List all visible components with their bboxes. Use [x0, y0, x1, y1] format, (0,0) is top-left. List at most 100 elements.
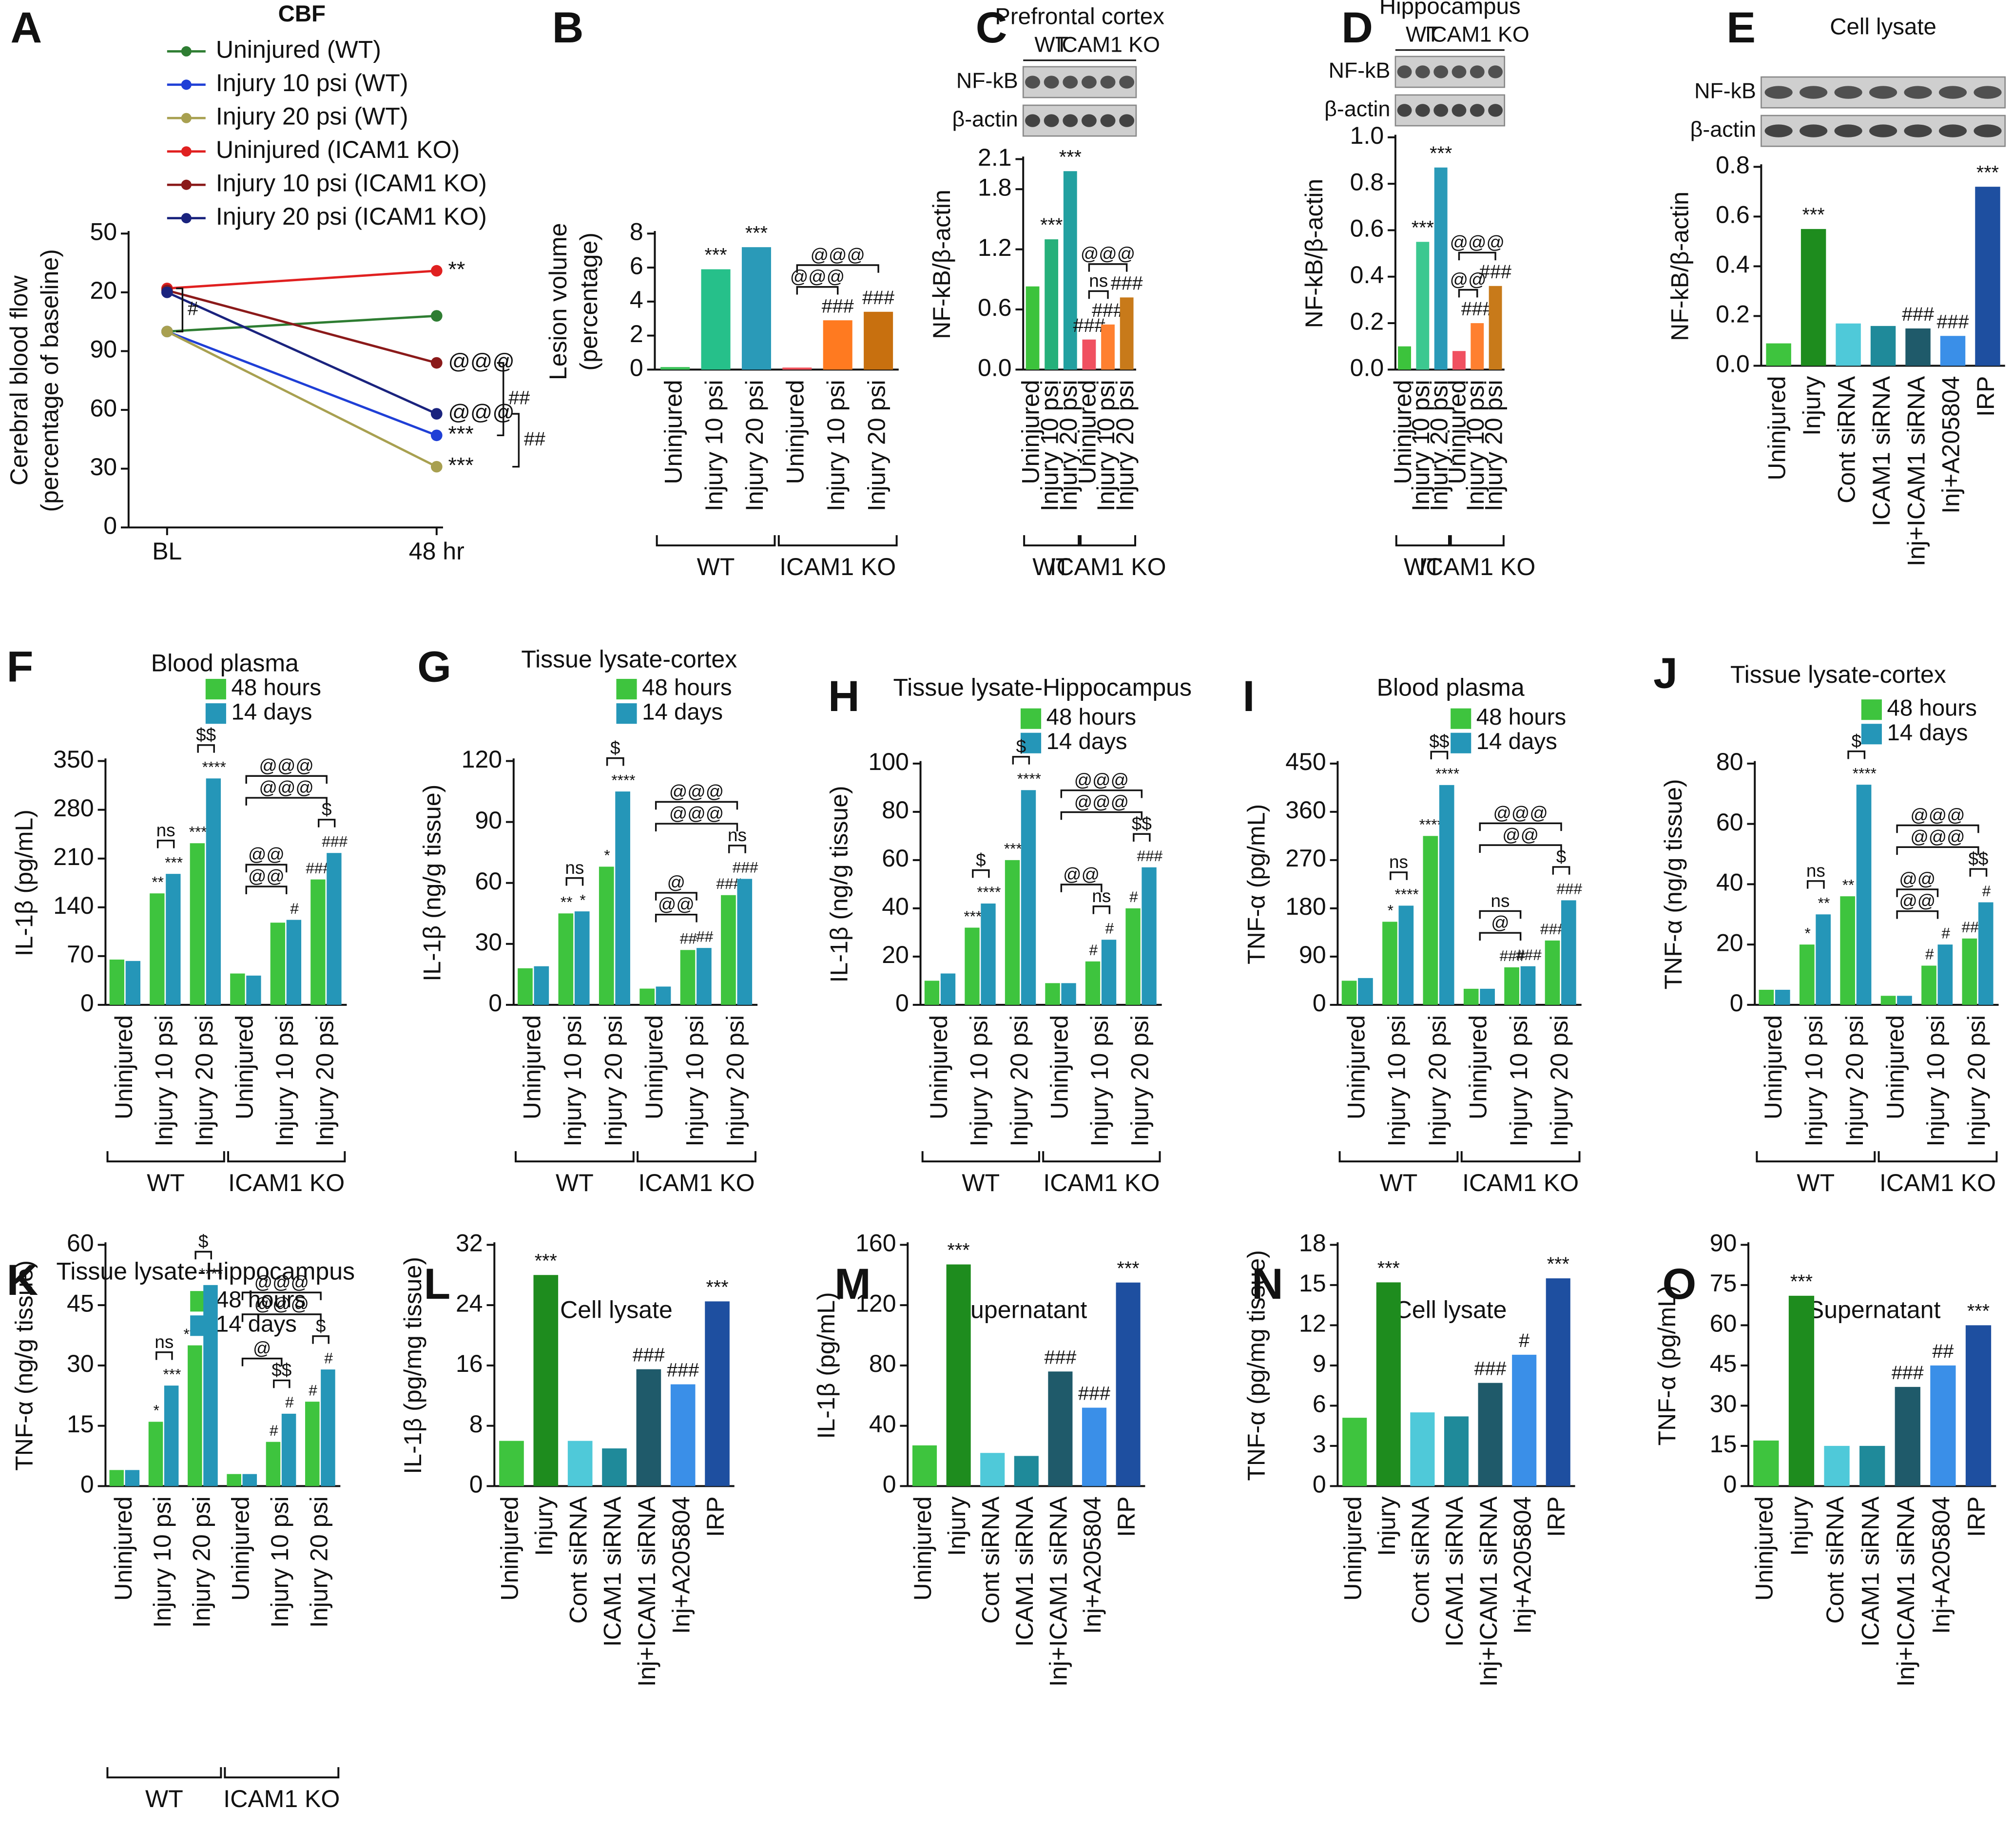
- bracket-label: $: [322, 799, 332, 819]
- x-tick-label: Injury 20 psi: [1111, 380, 1139, 511]
- bar: [1398, 346, 1411, 370]
- significance-label: #: [324, 1349, 333, 1367]
- blot-group: ICAM1 KO: [1056, 33, 1160, 57]
- bracket: [245, 886, 288, 894]
- significance-label: ###: [1902, 304, 1934, 325]
- significance-label: ***: [1059, 146, 1082, 168]
- legend-label: 48 hours: [1887, 695, 1976, 721]
- bar: [188, 1345, 202, 1486]
- blot-band: [1081, 76, 1097, 89]
- significance-label: ***: [448, 422, 474, 446]
- x-tick-label: Injury 20 psi: [600, 1015, 627, 1147]
- chart-title: Cell lysate: [560, 1296, 673, 1323]
- bar: [227, 1474, 241, 1486]
- bar: [1026, 286, 1040, 370]
- bracket: [194, 1251, 212, 1260]
- bracket-label: @@@: [1493, 803, 1548, 823]
- bar: [1082, 1407, 1107, 1486]
- x-tick-label: Injury 20 psi: [1963, 1015, 1990, 1147]
- group-label: ICAM1 KO: [1879, 1169, 1996, 1196]
- x-tick-label: Injury 10 psi: [681, 1015, 708, 1147]
- x-tick-label: Injury 20 psi: [188, 1496, 215, 1628]
- significance-label: ***: [706, 1276, 728, 1298]
- bar: [1546, 1278, 1570, 1486]
- y-tick-label: 6: [630, 252, 643, 279]
- bar: [1376, 1282, 1401, 1486]
- significance-label: ****: [1419, 816, 1443, 833]
- bar: [1520, 966, 1536, 1005]
- y-axis-label: IL-1β (ng/g tissue): [419, 785, 446, 982]
- bracket: [1479, 844, 1562, 853]
- bar: [1045, 239, 1059, 370]
- bracket: [1806, 880, 1825, 889]
- y-tick-label: 0: [488, 989, 502, 1017]
- bracket-label: @@: [248, 866, 285, 886]
- bracket-label: @@: [1899, 891, 1936, 911]
- y-tick-label: 0.6: [978, 294, 1012, 321]
- bracket-label: $: [610, 738, 620, 758]
- chart-title: Supernatant: [954, 1296, 1087, 1323]
- bracket: [1060, 811, 1143, 820]
- group-label: WT: [556, 1169, 594, 1196]
- y-tick-label: 12: [1299, 1310, 1326, 1337]
- bar: [1840, 896, 1856, 1005]
- bar: [912, 1445, 937, 1486]
- y-tick-label: 1.2: [978, 234, 1012, 261]
- y-tick-label: 6: [1313, 1390, 1326, 1418]
- y-tick-label: 0: [1313, 989, 1326, 1017]
- significance-label: ***: [165, 853, 183, 871]
- y-tick-label: 90: [1710, 1230, 1737, 1257]
- x-tick-label: Injury 10 psi: [149, 1496, 176, 1628]
- blot-band: [1415, 104, 1430, 117]
- x-tick-label: Injury 10 psi: [1800, 1015, 1828, 1147]
- bar: [701, 269, 731, 370]
- blot-row-label: NF-kB: [1329, 58, 1391, 82]
- x-tick-label: Injury: [943, 1496, 970, 1556]
- legend-label: 14 days: [1046, 729, 1127, 754]
- x-tick-label: Injury: [1373, 1496, 1400, 1556]
- data-point: [430, 429, 443, 442]
- bracket: [1430, 751, 1449, 760]
- y-tick-label: 3: [1313, 1430, 1326, 1458]
- bar: [270, 923, 286, 1005]
- bar: [981, 903, 996, 1005]
- bracket-label: @@@: [254, 1272, 309, 1292]
- y-tick-label: 0.8: [1716, 152, 1750, 179]
- significance-label: ###: [1892, 1362, 1924, 1384]
- legend-marker: [181, 179, 192, 190]
- bar: [1116, 1282, 1141, 1486]
- x-tick-label: Uninjured: [231, 1015, 258, 1119]
- bar: [1480, 988, 1495, 1005]
- x-tick-label: ICAM1 siRNA: [599, 1496, 626, 1647]
- y-tick-label: 75: [1710, 1270, 1737, 1297]
- x-tick-label: Injury 10 psi: [150, 1015, 177, 1147]
- significance-label: ***: [1004, 840, 1022, 857]
- significance-label: ##: [1932, 1341, 1954, 1362]
- x-tick-label: Cont siRNA: [564, 1496, 592, 1624]
- significance-label: ****: [977, 883, 1001, 901]
- legend-swatch: [190, 1315, 211, 1336]
- panel-letter: M: [834, 1259, 871, 1308]
- significance-label: ***: [1430, 143, 1452, 164]
- x-tick-label: IRP: [1963, 1496, 1990, 1537]
- x-tick-label: Uninjured: [1339, 1496, 1366, 1600]
- bracket: [1479, 932, 1522, 941]
- bar: [1940, 336, 1966, 366]
- bracket-label: ns: [156, 820, 175, 840]
- bracket-label: $$: [1429, 732, 1449, 751]
- legend-label: 14 days: [1887, 720, 1968, 746]
- bracket: [1133, 833, 1151, 842]
- group-bracket: [106, 1151, 225, 1163]
- y-tick-label: 15: [1710, 1430, 1737, 1458]
- significance-label: ***: [1967, 1300, 1990, 1322]
- blot-band: [1764, 124, 1793, 137]
- bracket-label: @@: [658, 894, 695, 914]
- y-tick-label: 20: [90, 277, 117, 304]
- y-axis-label: IL-1β (pg/mg tissue): [399, 1257, 426, 1474]
- significance-label: **: [561, 893, 573, 911]
- legend-label: 48 hours: [642, 675, 732, 701]
- bar: [924, 981, 940, 1005]
- data-point: [161, 287, 173, 298]
- y-tick-label: 8: [630, 218, 643, 245]
- y-axis-label: Cerebral blood flow: [5, 275, 33, 485]
